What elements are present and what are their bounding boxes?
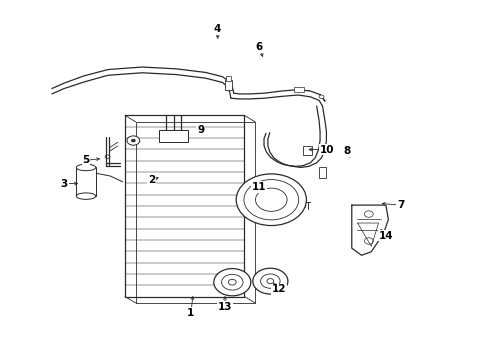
Bar	[224, 80, 232, 90]
Circle shape	[236, 174, 306, 226]
Bar	[294, 87, 304, 93]
Text: 2: 2	[148, 175, 155, 185]
Text: 10: 10	[320, 144, 334, 154]
Bar	[318, 167, 326, 178]
Circle shape	[127, 136, 140, 145]
Text: 1: 1	[187, 308, 194, 318]
Circle shape	[319, 95, 324, 99]
Text: 12: 12	[271, 284, 285, 294]
Text: 5: 5	[82, 155, 89, 165]
Text: 13: 13	[217, 302, 232, 312]
Text: 3: 3	[61, 179, 67, 189]
Text: 6: 6	[255, 42, 262, 52]
Text: 4: 4	[214, 24, 221, 35]
Text: 7: 7	[396, 200, 404, 210]
Text: 14: 14	[378, 231, 392, 240]
Text: 8: 8	[343, 146, 350, 156]
Circle shape	[252, 268, 287, 294]
Bar	[159, 130, 188, 142]
Ellipse shape	[76, 193, 96, 199]
Text: 11: 11	[251, 182, 266, 192]
Bar	[76, 167, 96, 196]
Ellipse shape	[76, 164, 96, 171]
Circle shape	[213, 269, 250, 296]
Bar	[302, 146, 312, 154]
Text: 9: 9	[197, 125, 204, 135]
Circle shape	[131, 139, 135, 142]
Bar	[225, 76, 230, 81]
